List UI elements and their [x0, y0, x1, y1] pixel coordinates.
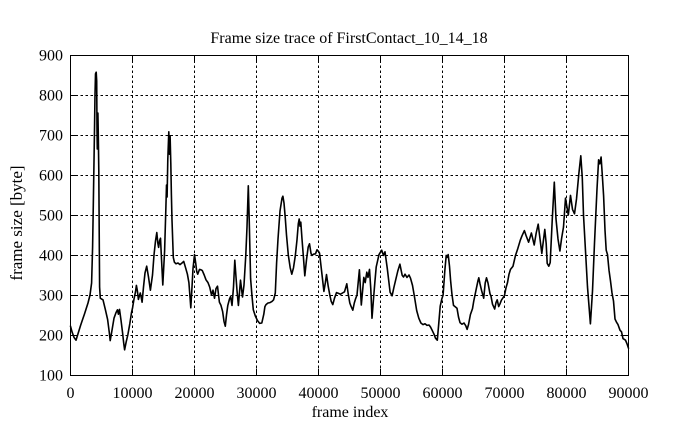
svg-text:40000: 40000 [299, 385, 339, 402]
svg-text:0: 0 [67, 385, 75, 402]
svg-text:600: 600 [39, 168, 63, 185]
svg-text:frame size [byte]: frame size [byte] [7, 165, 26, 280]
svg-text:900: 900 [39, 48, 63, 65]
svg-text:20000: 20000 [175, 385, 215, 402]
svg-text:Frame size trace of FirstConta: Frame size trace of FirstContact_10_14_1… [210, 30, 487, 47]
svg-text:500: 500 [39, 208, 63, 225]
svg-text:60000: 60000 [423, 385, 463, 402]
svg-text:700: 700 [39, 128, 63, 145]
svg-text:200: 200 [39, 328, 63, 345]
svg-text:800: 800 [39, 88, 63, 105]
svg-text:50000: 50000 [361, 385, 401, 402]
svg-text:10000: 10000 [113, 385, 153, 402]
svg-text:400: 400 [39, 248, 63, 265]
svg-text:100: 100 [39, 368, 63, 385]
svg-text:70000: 70000 [485, 385, 525, 402]
svg-text:frame index: frame index [312, 404, 389, 421]
svg-text:300: 300 [39, 288, 63, 305]
svg-text:90000: 90000 [609, 385, 649, 402]
svg-text:80000: 80000 [547, 385, 587, 402]
svg-text:30000: 30000 [237, 385, 277, 402]
